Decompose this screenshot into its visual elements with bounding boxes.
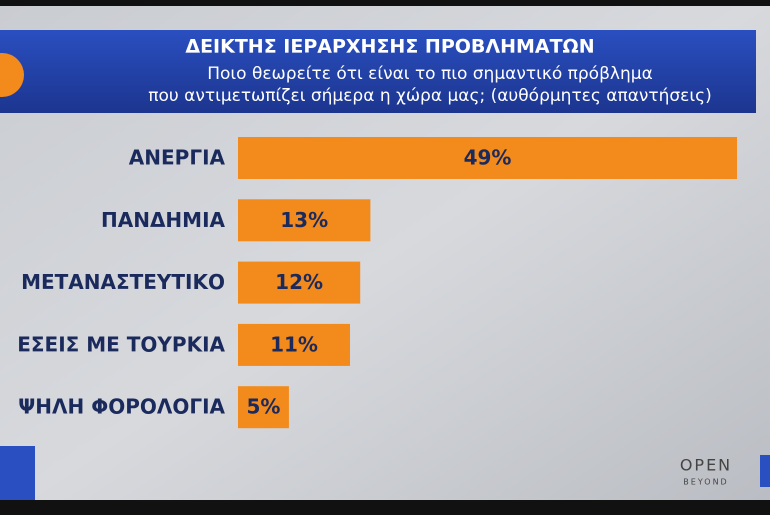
category-label: ΑΝΕΡΓΙΑ — [129, 146, 226, 170]
chart-subtitle: που αντιμετωπίζει σήμερα η χώρα μας; (αυ… — [148, 86, 711, 106]
bar — [238, 261, 361, 304]
header-band — [0, 30, 756, 113]
side-logo — [760, 455, 770, 487]
channel-tagline: BEYOND — [683, 478, 728, 487]
bar — [238, 137, 737, 179]
value-label: 12% — [275, 270, 323, 294]
category-label: ΠΑΝΔΗΜΙΑ — [101, 208, 226, 232]
top-strip — [0, 0, 770, 6]
category-label: ΕΣΕΙΣ ΜΕ ΤΟΥΡΚΙΑ — [17, 332, 225, 356]
bottom-strip — [0, 500, 770, 515]
channel-logo: OPEN — [680, 456, 732, 475]
value-label: 5% — [246, 395, 280, 419]
bar — [238, 386, 289, 429]
corner-logo — [0, 446, 35, 500]
value-label: 13% — [280, 208, 328, 232]
category-label: ΜΕΤΑΝΑΣΤΕΥΤΙΚΟ — [21, 270, 225, 294]
value-label: 49% — [464, 146, 512, 170]
category-label: ΨΗΛΗ ΦΟΡΟΛΟΓΙΑ — [18, 395, 225, 419]
value-label: 11% — [270, 332, 318, 356]
logo-circle — [0, 53, 24, 97]
chart-title: ΔΕΙΚΤΗΣ ΙΕΡΑΡΧΗΣΗΣ ΠΡΟΒΛΗΜΑΤΩΝ — [185, 36, 594, 58]
bar — [238, 323, 351, 366]
chart-subtitle: Ποιο θεωρείτε ότι είναι το πιο σημαντικό… — [207, 64, 653, 84]
bar — [238, 199, 371, 242]
